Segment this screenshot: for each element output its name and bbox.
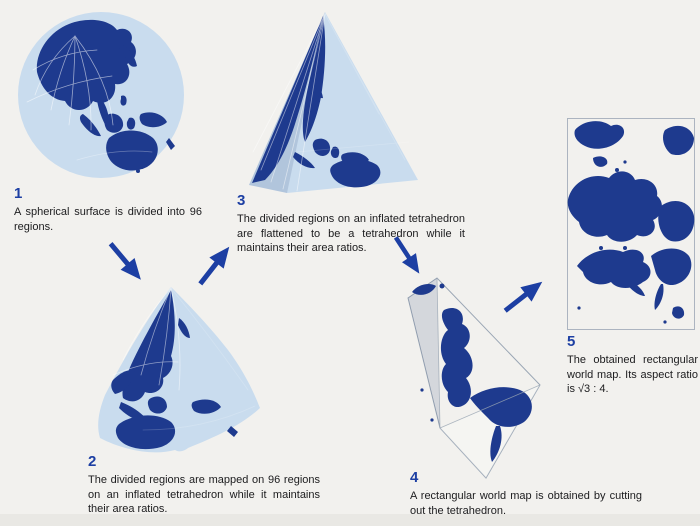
step-2-caption: The divided regions are mapped on 96 reg… (88, 474, 320, 516)
rectangular-world-map-illustration (567, 118, 695, 330)
tetrahedron-fold-lines (252, 13, 326, 192)
globe-landmasses (36, 19, 175, 173)
cut-out-tetrahedron-illustration (407, 277, 541, 479)
step-1-label: 1 A spherical surface is divided into 96… (14, 186, 202, 234)
step-5-caption: The obtained rectangular world map. Its … (567, 354, 698, 396)
step-3-caption: The divided regions on an inflated tetra… (237, 213, 465, 255)
step-1-caption: A spherical surface is divided into 96 r… (14, 206, 202, 233)
globe-graticule (26, 35, 153, 161)
world-map-ocean (567, 118, 695, 330)
cut-out-body (407, 277, 541, 479)
bottom-edge-strip (0, 514, 700, 526)
world-map-landmasses (567, 121, 695, 324)
step-2-number: 2 (88, 453, 97, 470)
step-1-number: 1 (14, 185, 23, 202)
tetrahedron-right-face-lines (296, 13, 410, 161)
tetrahedron-illustration (249, 12, 418, 193)
step-3-number: 3 (237, 192, 246, 209)
step-4-label: 4 A rectangular world map is obtained by… (410, 470, 642, 518)
arrow-step1-to-step2-icon (102, 237, 150, 288)
cut-out-landmasses (412, 283, 532, 462)
arrow-step2-to-step3-icon (192, 239, 239, 290)
globe-illustration (18, 12, 184, 178)
arrow-step4-to-step5-icon (498, 273, 549, 320)
step-4-number: 4 (410, 469, 419, 486)
step-2-label: 2 The divided regions are mapped on 96 r… (88, 454, 320, 517)
tetrahedron-body (249, 12, 418, 193)
inflated-tetrahedron-graticule (112, 287, 181, 391)
step-5-number: 5 (567, 333, 576, 350)
cut-out-fold-lines (436, 277, 541, 429)
arrow-step3-to-step4-icon (386, 232, 431, 284)
inflated-tetrahedron-right-lines (142, 287, 256, 431)
step-5-label: 5 The obtained rectangular world map. It… (567, 334, 698, 397)
cut-out-left-panel (408, 278, 440, 428)
step-4-caption: A rectangular world map is obtained by c… (410, 490, 642, 517)
inflated-tetrahedron-body (98, 287, 260, 453)
inflated-tetrahedron-landmasses (111, 290, 238, 450)
step-3-label: 3 The divided regions on an inflated tet… (237, 193, 465, 256)
inflated-tetrahedron-illustration (98, 287, 260, 453)
